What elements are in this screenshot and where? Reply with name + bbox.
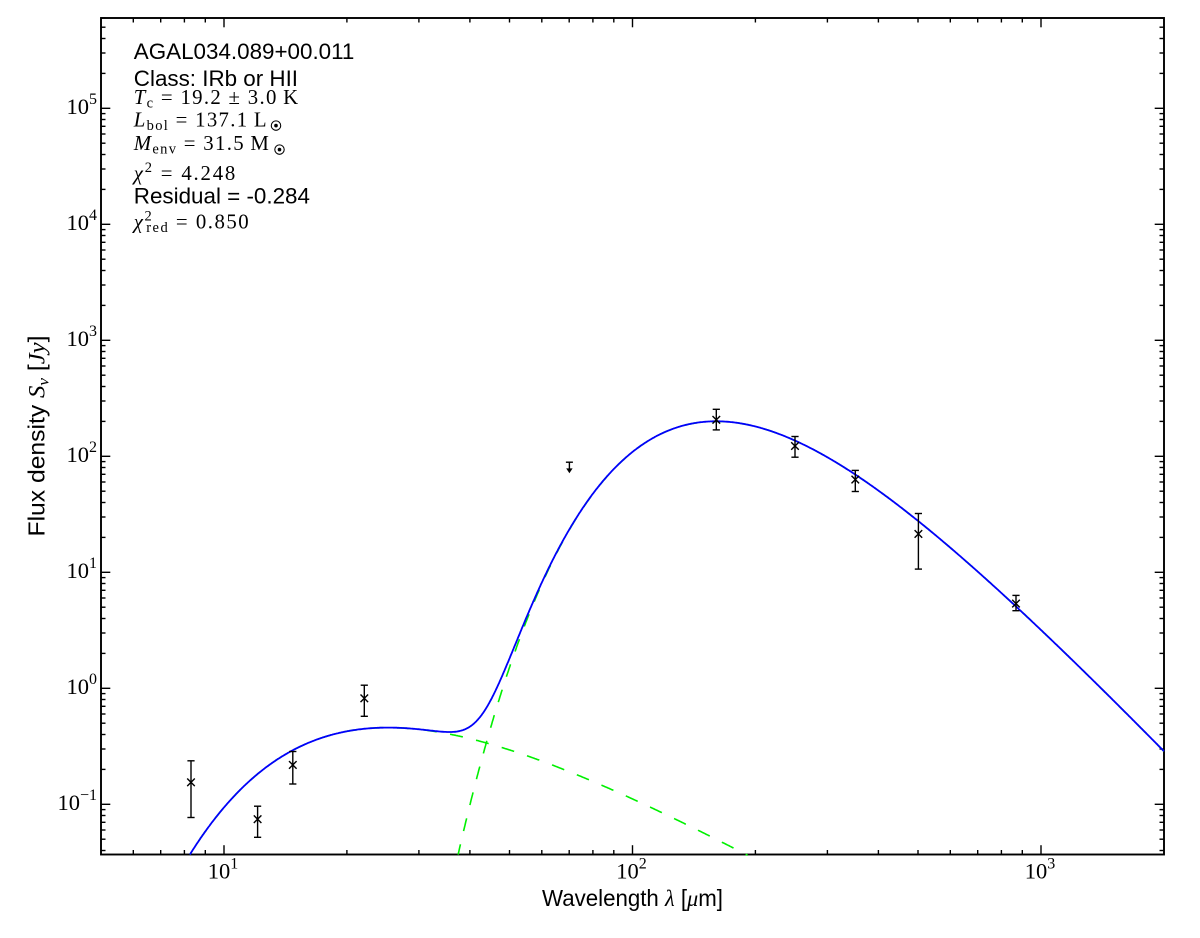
svg-text:Residual = -0.284: Residual = -0.284 bbox=[134, 183, 310, 208]
svg-text:103: 103 bbox=[1025, 856, 1056, 884]
svg-text:AGAL034.089+00.011: AGAL034.089+00.011 bbox=[134, 39, 355, 64]
svg-text:Tc = 19.2 ± 3.0 K: Tc = 19.2 ± 3.0 K bbox=[134, 86, 300, 112]
svg-text:Flux density Sν [Jy]: Flux density Sν [Jy] bbox=[24, 336, 53, 537]
svg-text:100: 100 bbox=[67, 671, 98, 699]
svg-text:Wavelength λ [μm]: Wavelength λ [μm] bbox=[542, 885, 723, 911]
svg-text:χ2 = 4.248: χ2 = 4.248 bbox=[132, 160, 237, 185]
svg-text:Lbol = 137.1 L: Lbol = 137.1 L bbox=[133, 109, 268, 135]
svg-text:Class: IRb or HII: Class: IRb or HII bbox=[134, 66, 298, 91]
svg-text:Menv = 31.5 M: Menv = 31.5 M bbox=[133, 132, 270, 158]
